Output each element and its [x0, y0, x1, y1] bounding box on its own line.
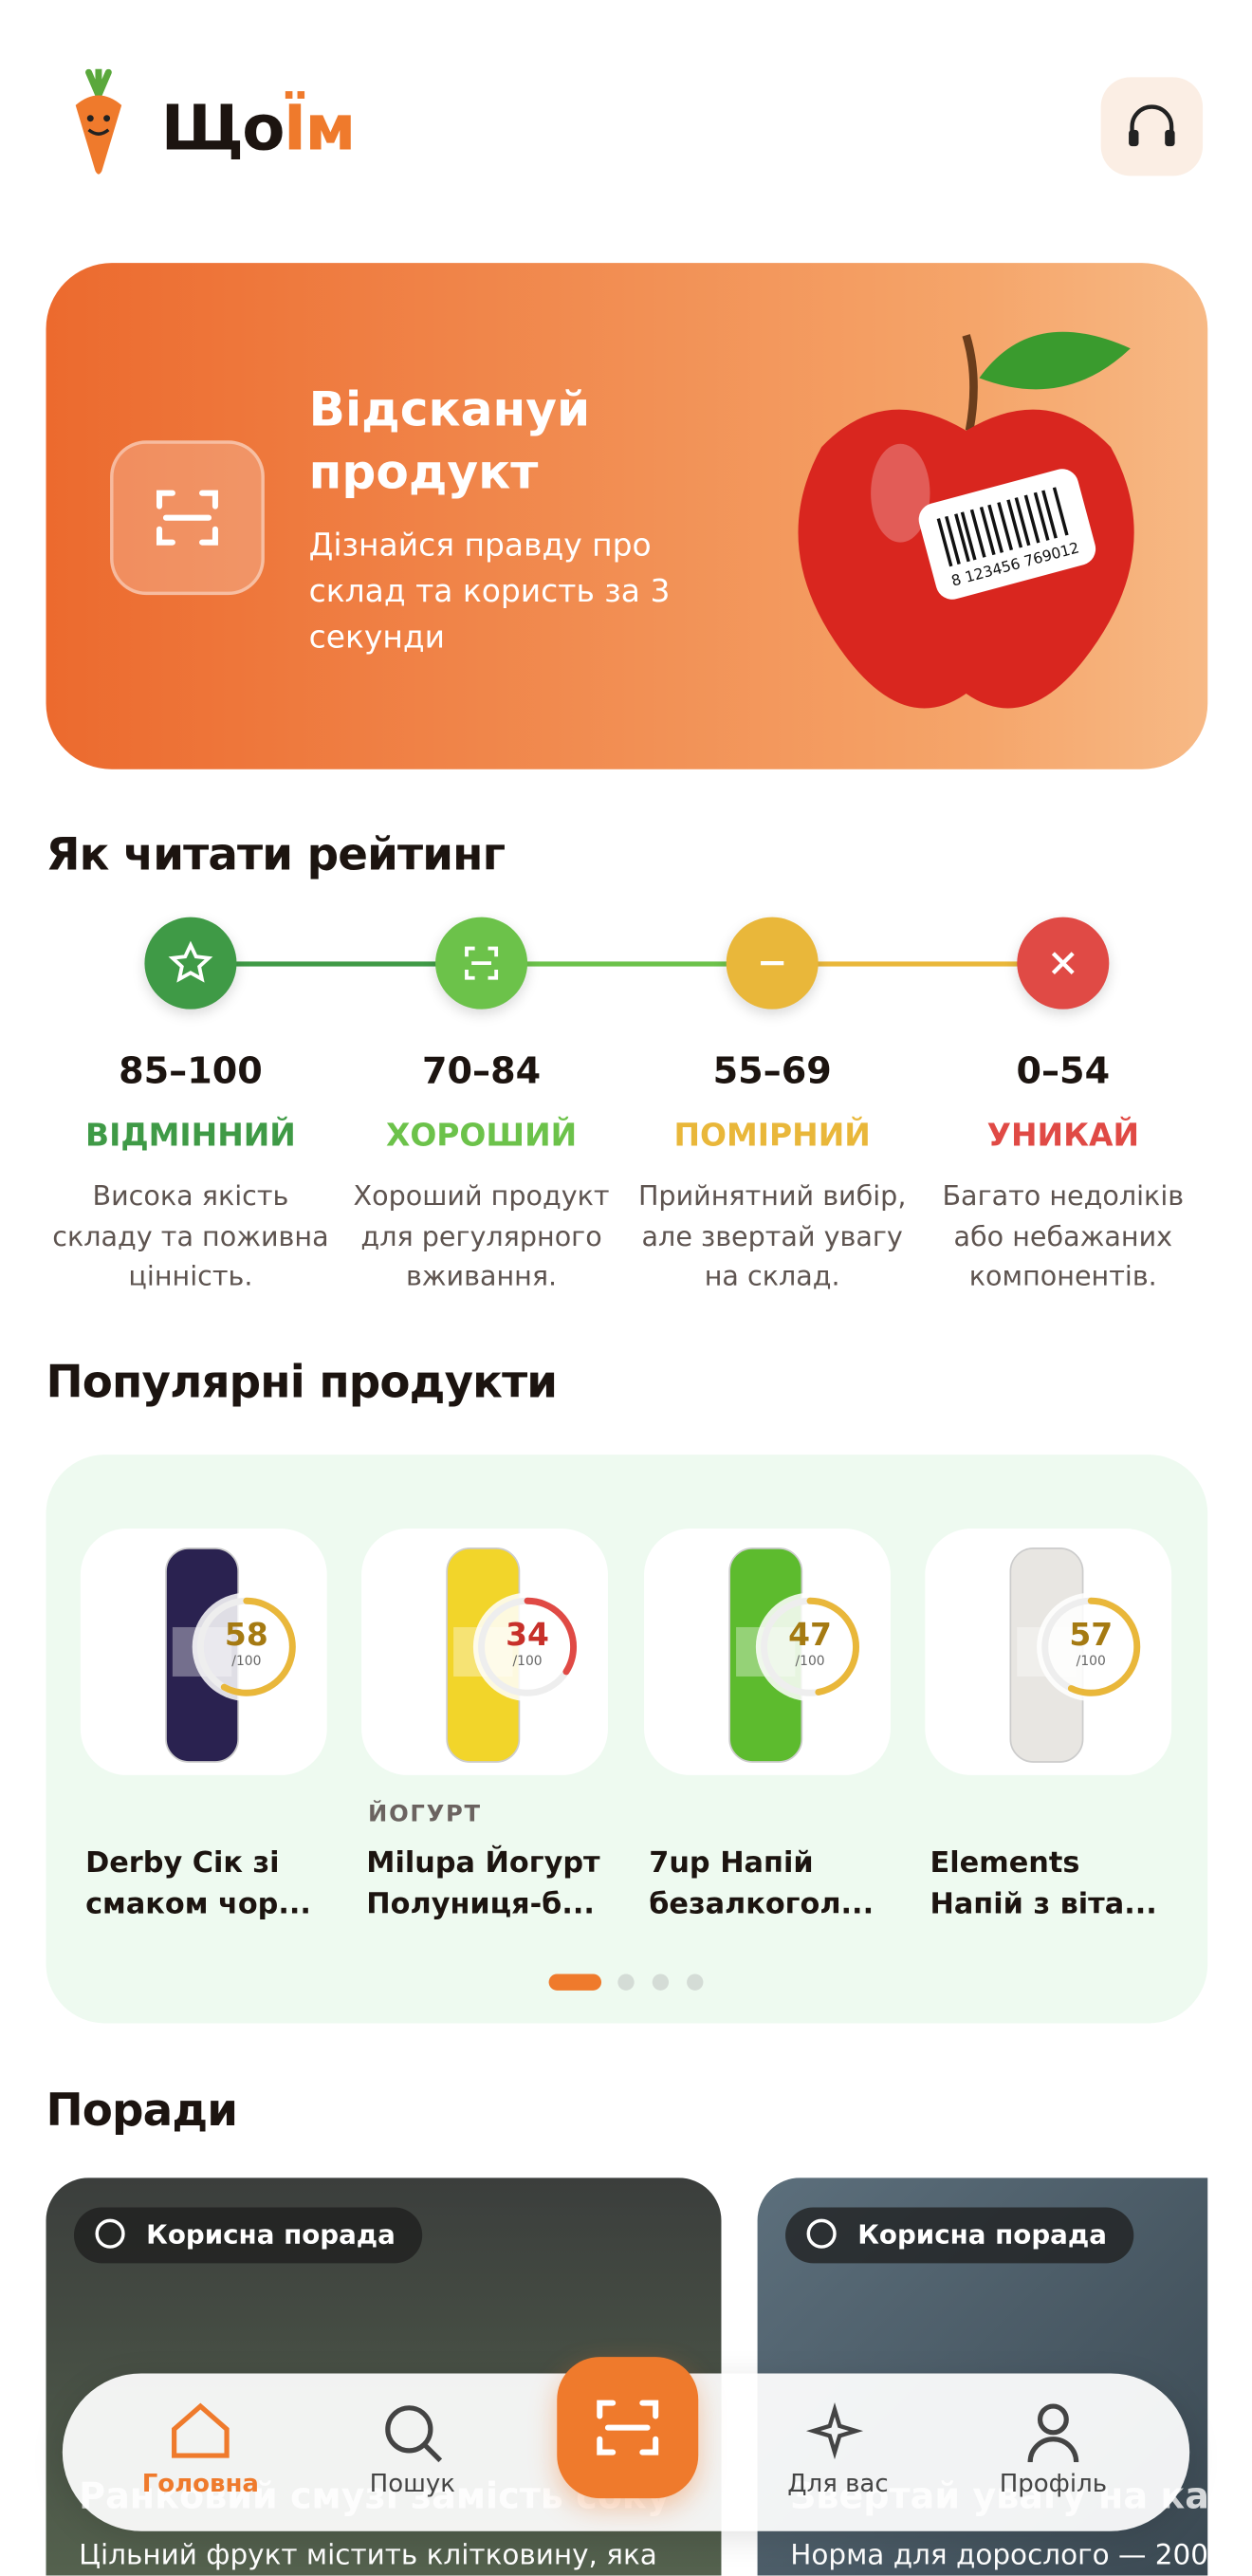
nav-icon[interactable]	[379, 2400, 445, 2465]
brand-part: Що	[160, 92, 285, 165]
nav-label[interactable]: Для вас	[787, 2468, 889, 2499]
rating-label: УНИКАЙ	[986, 1117, 1139, 1155]
product-name clamp: 7up Напій безалкогол...	[649, 1847, 875, 1922]
rating-range: 70–84	[421, 1051, 542, 1093]
rating-connector	[481, 961, 773, 967]
score-ring	[1037, 1592, 1146, 1701]
page-dot[interactable]	[687, 1974, 704, 1991]
section-title: Як читати рейтинг	[46, 829, 506, 881]
nav-icon[interactable]	[168, 2400, 233, 2465]
brand-part: Їм	[283, 92, 357, 165]
score-ring	[192, 1592, 302, 1701]
rating-connector	[190, 961, 482, 967]
rating-description: Прийнятний вибір, але звертай увагу на с…	[637, 1179, 907, 1292]
score-max: /100	[1076, 1653, 1106, 1669]
rating-label: ПОМІРНИЙ	[673, 1117, 871, 1155]
section-title: Популярні продукти	[46, 1357, 559, 1409]
rating-icon	[726, 917, 819, 1010]
rating-icon	[435, 917, 528, 1010]
scan-icon	[110, 440, 265, 596]
page-dot[interactable]	[617, 1974, 635, 1991]
page-dot[interactable]	[652, 1974, 670, 1991]
score-bg	[755, 1592, 865, 1701]
score-bg	[472, 1592, 582, 1701]
logo-icon	[75, 68, 122, 175]
page-dot[interactable]	[548, 1974, 602, 1991]
tip-text: Цільний фрукт містить клітковину, яка	[79, 2539, 657, 2573]
tip-text: Норма для дорослого — 2000	[790, 2539, 1208, 2573]
rating-description: Хороший продукт для регулярного вживання…	[353, 1179, 610, 1292]
rating-label: ХОРОШИЙ	[385, 1117, 578, 1155]
product-score: 57	[1069, 1617, 1114, 1654]
tag-icon	[806, 2218, 837, 2249]
score-arc	[1041, 1597, 1141, 1696]
score-max: /100	[795, 1653, 825, 1669]
product-category: ЙОГУРТ	[368, 1801, 482, 1828]
rating-label: ВІДМІННИЙ	[85, 1117, 296, 1155]
rating-description: Багато недоліків або небажаних компонент…	[942, 1179, 1185, 1292]
nav-icon[interactable]	[805, 2400, 871, 2465]
score-ring	[472, 1592, 582, 1701]
product-score: 58	[224, 1617, 268, 1654]
rating-range: 55–69	[712, 1051, 832, 1093]
product-name clamp: Derby Сік зі смаком чор...	[85, 1847, 311, 1922]
score-arc	[478, 1597, 578, 1696]
product-score: 47	[788, 1617, 832, 1654]
score-max: /100	[231, 1653, 262, 1669]
score-arc	[761, 1597, 859, 1696]
rating-range: 0–54	[1016, 1051, 1111, 1093]
nav-label[interactable]: Профіль	[999, 2468, 1108, 2499]
rating-icon	[144, 917, 237, 1010]
brand: ЩоЇм	[160, 92, 357, 165]
apple-image: 8 123456 769012	[798, 331, 1134, 709]
score-bg	[192, 1592, 302, 1701]
support-button[interactable]	[1100, 77, 1204, 176]
score-bg	[1037, 1592, 1146, 1701]
tip-tag: Корисна порада	[73, 2207, 422, 2264]
product-score: 34	[506, 1617, 549, 1654]
score-arc	[196, 1597, 296, 1696]
nav-label[interactable]: Пошук	[369, 2468, 455, 2499]
score-ring	[755, 1592, 865, 1701]
tag-icon	[95, 2218, 125, 2249]
section-title: Поради	[46, 2085, 239, 2137]
nav-label[interactable]: Головна	[141, 2468, 259, 2499]
banner-subtitle: Дізнайся правду про склад та користь за …	[308, 528, 671, 657]
rating-description: Висока якість складу та поживна цінність…	[52, 1179, 329, 1292]
score-max: /100	[512, 1653, 543, 1669]
banner-title: Відскануй продукт	[308, 380, 591, 500]
nav-icon[interactable]	[1021, 2400, 1086, 2465]
product-name clamp: Elements Напій з віта...	[930, 1847, 1157, 1922]
rating-range: 85–100	[119, 1051, 263, 1093]
rating-icon	[1017, 917, 1110, 1010]
rating-connector	[772, 961, 1063, 967]
scan-banner[interactable]: Відскануй продукт Дізнайся правду про ск…	[46, 263, 1208, 769]
scan-nav-button[interactable]	[557, 2357, 699, 2499]
tip-tag: Корисна порада	[785, 2207, 1133, 2264]
product-name clamp: Milupa Йогурт Полуниця-б...	[366, 1847, 600, 1922]
